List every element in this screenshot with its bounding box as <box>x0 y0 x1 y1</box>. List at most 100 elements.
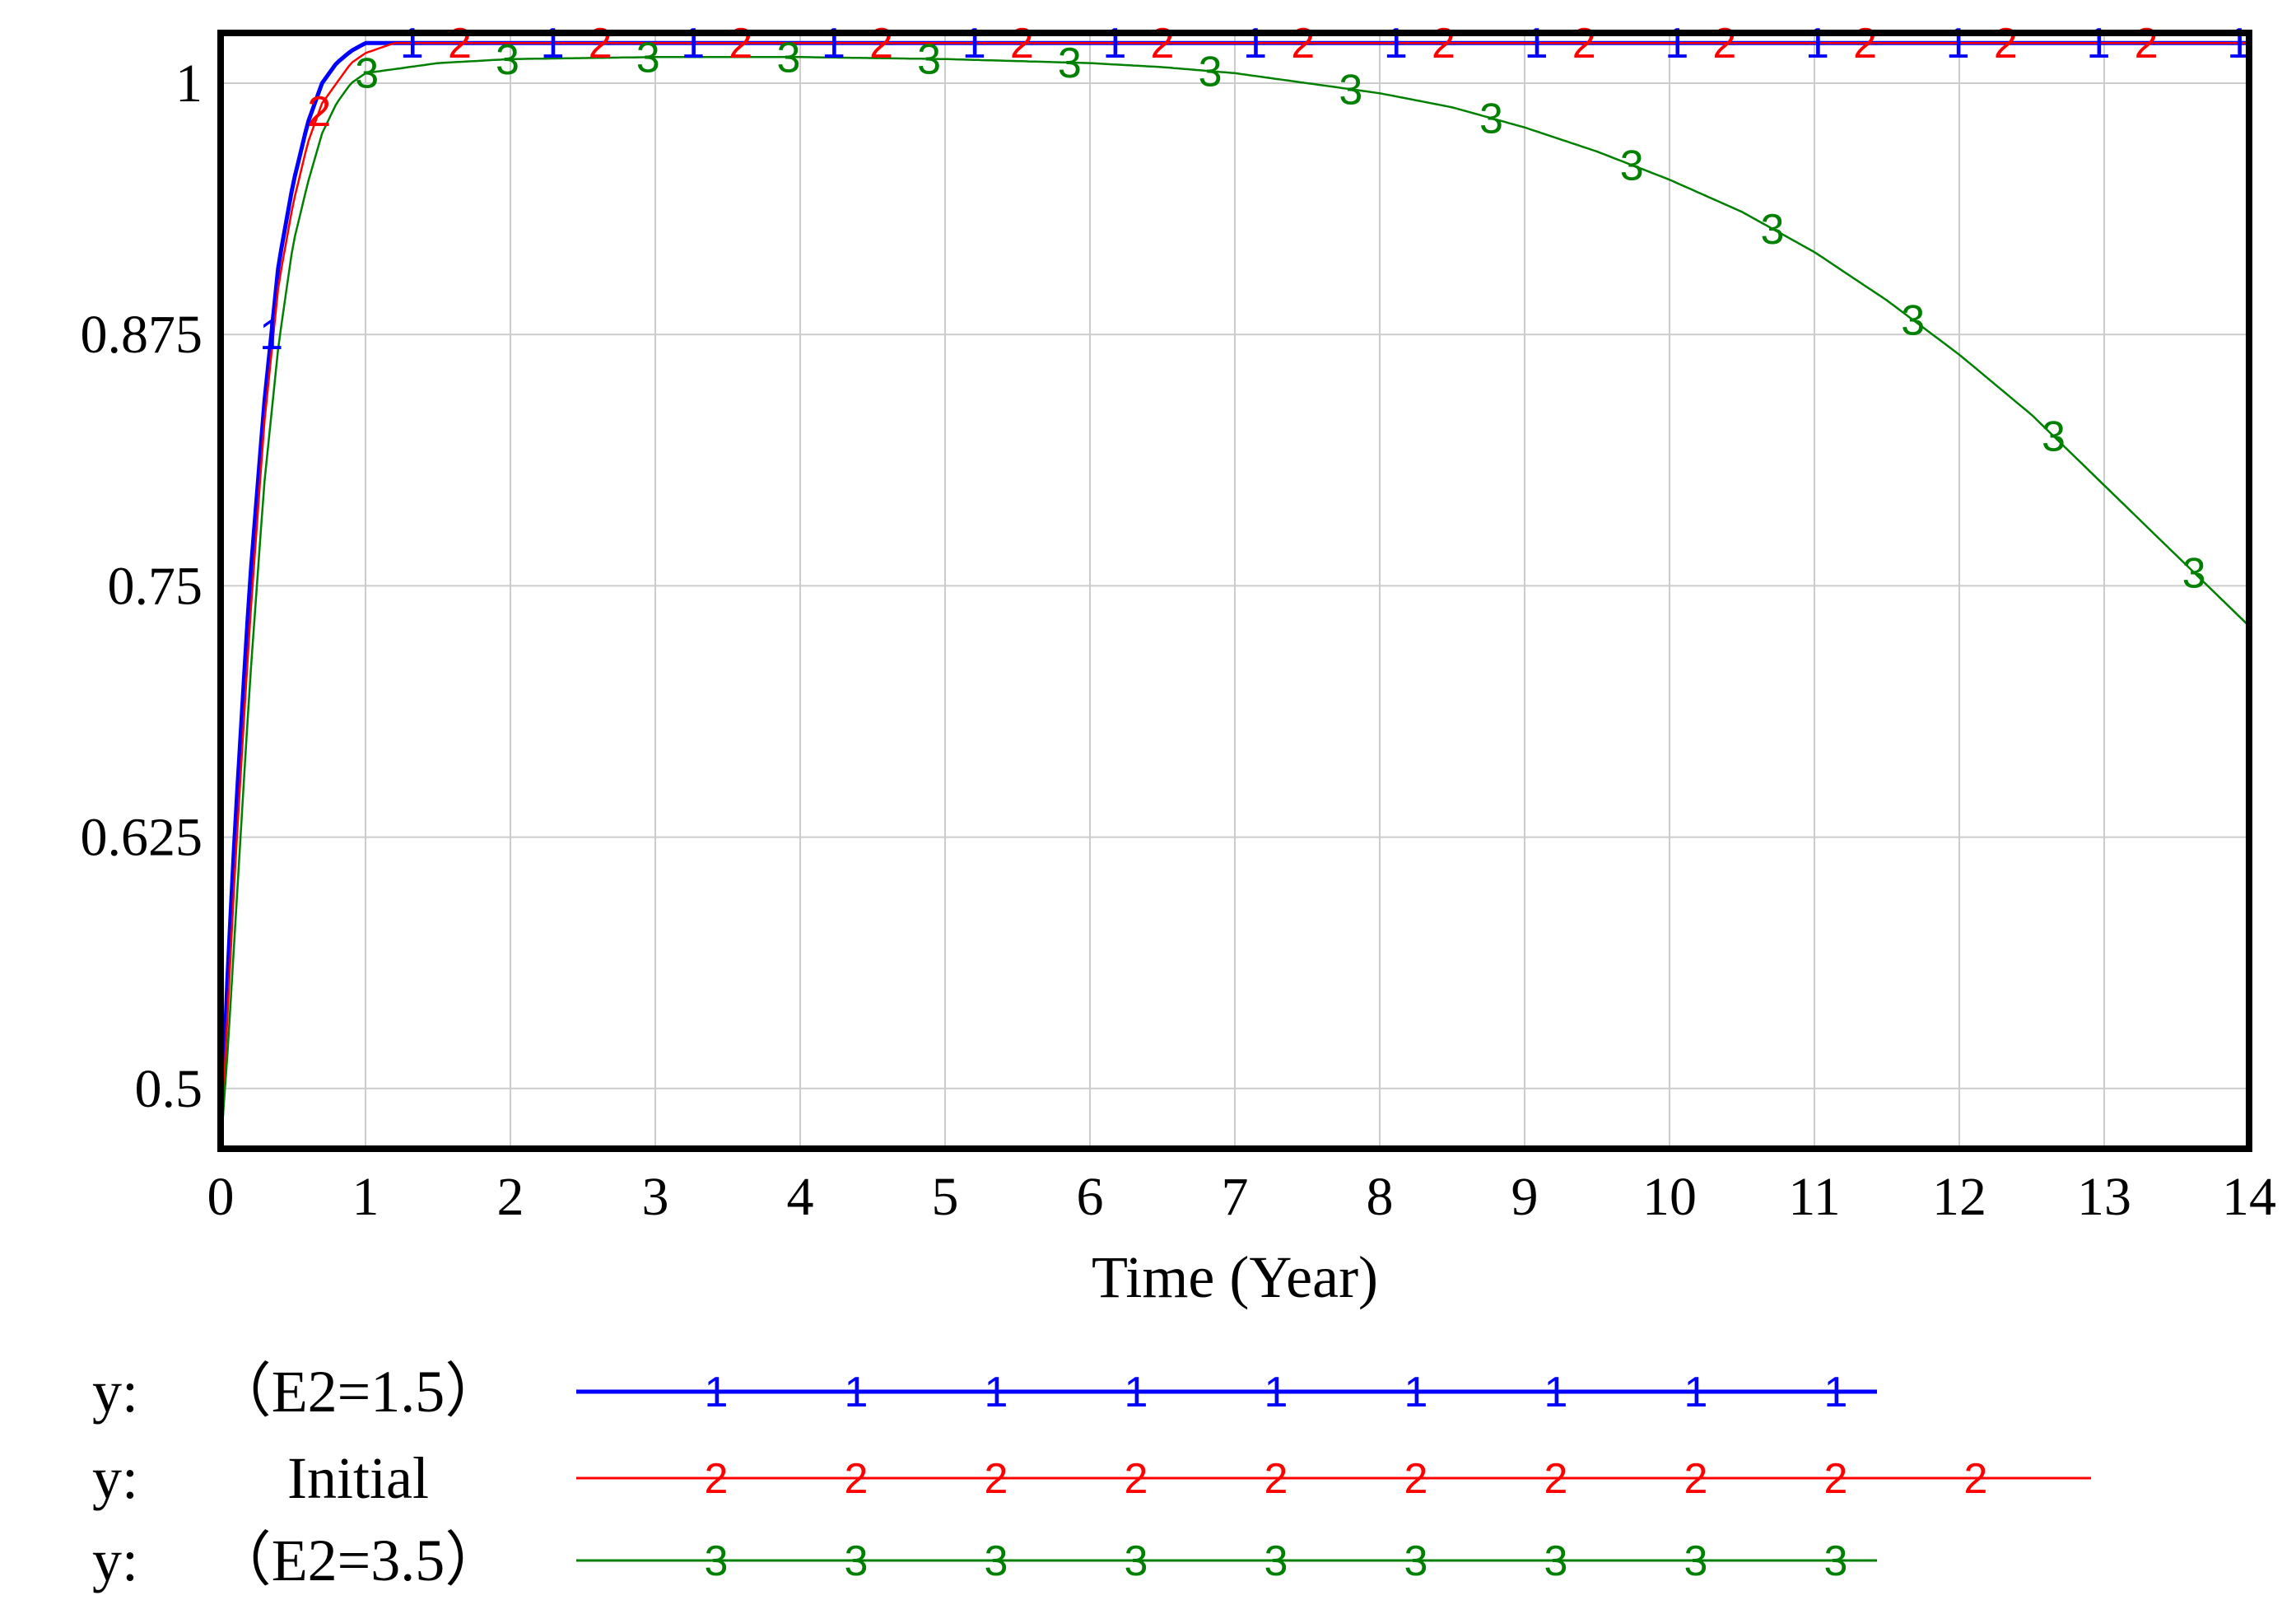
legend-marker-1: 1 <box>705 1369 729 1416</box>
legend-prefix: y: <box>92 1528 138 1593</box>
series-line-3 <box>219 56 2250 1150</box>
series-marker-2: 2 <box>1151 20 1175 68</box>
series-marker-2: 2 <box>2135 20 2159 68</box>
series-marker-3: 3 <box>1339 66 1362 114</box>
legend-marker-3: 3 <box>1264 1537 1288 1585</box>
x-tick-label: 14 <box>2222 1167 2276 1227</box>
legend-marker-3: 3 <box>985 1537 1008 1585</box>
series-marker-1: 1 <box>962 20 986 68</box>
x-tick-label: 13 <box>2077 1167 2131 1227</box>
legend-prefix: y: <box>92 1359 138 1425</box>
series-marker-3: 3 <box>496 36 519 84</box>
series-marker-1: 1 <box>541 20 565 68</box>
series-marker-3: 3 <box>776 34 800 82</box>
legend-marker-2: 2 <box>1264 1455 1288 1503</box>
legend-marker-1: 1 <box>1684 1369 1708 1416</box>
x-tick-label: 9 <box>1511 1167 1539 1227</box>
legend-marker-2: 2 <box>1404 1455 1428 1503</box>
x-tick-label: 12 <box>1932 1167 1986 1227</box>
y-tick-label: 1 <box>175 54 203 114</box>
legend-marker-3: 3 <box>1544 1537 1568 1585</box>
x-tick-label: 1 <box>352 1167 380 1227</box>
legend-marker-1: 1 <box>1824 1369 1848 1416</box>
plot-frame <box>217 30 2252 1152</box>
series-marker-1: 1 <box>681 20 705 68</box>
series-marker-2: 2 <box>1572 20 1596 68</box>
x-tick-label: 0 <box>207 1167 235 1227</box>
grid <box>220 33 2250 1149</box>
series-marker-1: 1 <box>1665 20 1688 68</box>
series-marker-1: 1 <box>1805 20 1829 68</box>
series-marker-2: 2 <box>1853 20 1877 68</box>
legend-marker-1: 1 <box>1125 1369 1148 1416</box>
y-tick-label: 0.875 <box>81 305 203 365</box>
series-marker-1: 1 <box>1384 20 1408 68</box>
x-tick-labels: 0 1 2 3 4 5 6 7 8 9 10 11 12 13 14 <box>207 1167 2277 1227</box>
series-marker-2: 2 <box>1291 20 1315 68</box>
series-marker-2: 2 <box>307 88 331 136</box>
series-marker-3: 3 <box>1760 206 1784 254</box>
y-tick-labels: 0.5 0.625 0.75 0.875 1 <box>81 54 203 1119</box>
legend-label-1: （E2=1.5） <box>212 1359 505 1425</box>
legend: y: （E2=1.5） 1 1 1 1 1 1 1 1 1 y: Initial 2 2 2 2 2 2 2 2 2 2 y:… <box>92 1359 2091 1593</box>
series-marker-3: 3 <box>2182 549 2206 597</box>
y-tick-label: 0.5 <box>135 1059 203 1119</box>
x-tick-label: 4 <box>787 1167 814 1227</box>
series-marker-1: 1 <box>1525 20 1549 68</box>
series-marker-1: 1 <box>259 311 283 359</box>
x-tick-label: 2 <box>497 1167 524 1227</box>
y-tick-label: 0.625 <box>81 808 203 868</box>
x-tick-label: 6 <box>1077 1167 1104 1227</box>
legend-marker-2: 2 <box>985 1455 1008 1503</box>
legend-marker-2: 2 <box>705 1455 729 1503</box>
series-marker-1: 1 <box>1102 20 1126 68</box>
legend-marker-1: 1 <box>1264 1369 1288 1416</box>
legend-marker-3: 3 <box>1404 1537 1428 1585</box>
series-line-2 <box>219 41 2249 1150</box>
series-marker-1: 1 <box>1946 20 1970 68</box>
series-marker-1: 1 <box>2086 20 2110 68</box>
legend-marker-3: 3 <box>1684 1537 1708 1585</box>
legend-marker-2: 2 <box>1544 1455 1568 1503</box>
series-marker-3: 3 <box>1479 96 1503 143</box>
series-marker-2: 2 <box>729 20 752 68</box>
x-tick-label: 11 <box>1788 1167 1841 1227</box>
legend-marker-2: 2 <box>1824 1455 1848 1503</box>
series-marker-3: 3 <box>355 50 379 98</box>
series-marker-1: 1 <box>822 20 845 68</box>
series-marker-2: 2 <box>589 20 612 68</box>
series-marker-3: 3 <box>1199 48 1223 96</box>
x-tick-label: 5 <box>932 1167 959 1227</box>
legend-marker-3: 3 <box>845 1537 869 1585</box>
legend-marker-1: 1 <box>985 1369 1008 1416</box>
series-marker-2: 2 <box>869 20 893 68</box>
series-marker-1: 1 <box>400 20 424 68</box>
series-marker-3: 3 <box>2042 413 2065 461</box>
legend-marker-2: 2 <box>1125 1455 1148 1503</box>
y-tick-label: 0.75 <box>108 556 203 616</box>
series-marker-2: 2 <box>1712 20 1736 68</box>
x-tick-label: 10 <box>1642 1167 1697 1227</box>
series-marker-1: 1 <box>1243 20 1267 68</box>
legend-marker-3: 3 <box>1824 1537 1848 1585</box>
series-marker-3: 3 <box>917 35 941 83</box>
legend-marker-3: 3 <box>705 1537 729 1585</box>
series-marker-3: 3 <box>1620 142 1644 189</box>
series-marker-3: 3 <box>636 34 660 82</box>
series-marker-2: 2 <box>1432 20 1455 68</box>
x-axis-title: Time (Year) <box>1092 1244 1378 1310</box>
legend-prefix: y: <box>92 1445 138 1511</box>
legend-marker-2: 2 <box>1964 1455 1988 1503</box>
series-marker-3: 3 <box>1901 296 1925 344</box>
legend-marker-2: 2 <box>1684 1455 1708 1503</box>
legend-marker-2: 2 <box>845 1455 869 1503</box>
series-marker-2: 2 <box>1994 20 2018 68</box>
series-lines <box>218 40 2250 1150</box>
x-tick-label: 7 <box>1222 1167 1249 1227</box>
series-marker-3: 3 <box>1058 40 1082 87</box>
x-tick-label: 3 <box>642 1167 669 1227</box>
series-markers: 11 1 1 1 1 1 1 1 1 1 1 1 1 122 2 2 2 2 2 2 2 2 2 2 2 23 3 3 3 3 3 3 3333… <box>259 20 2251 597</box>
legend-marker-1: 1 <box>1404 1369 1428 1416</box>
x-tick-label: 8 <box>1367 1167 1394 1227</box>
